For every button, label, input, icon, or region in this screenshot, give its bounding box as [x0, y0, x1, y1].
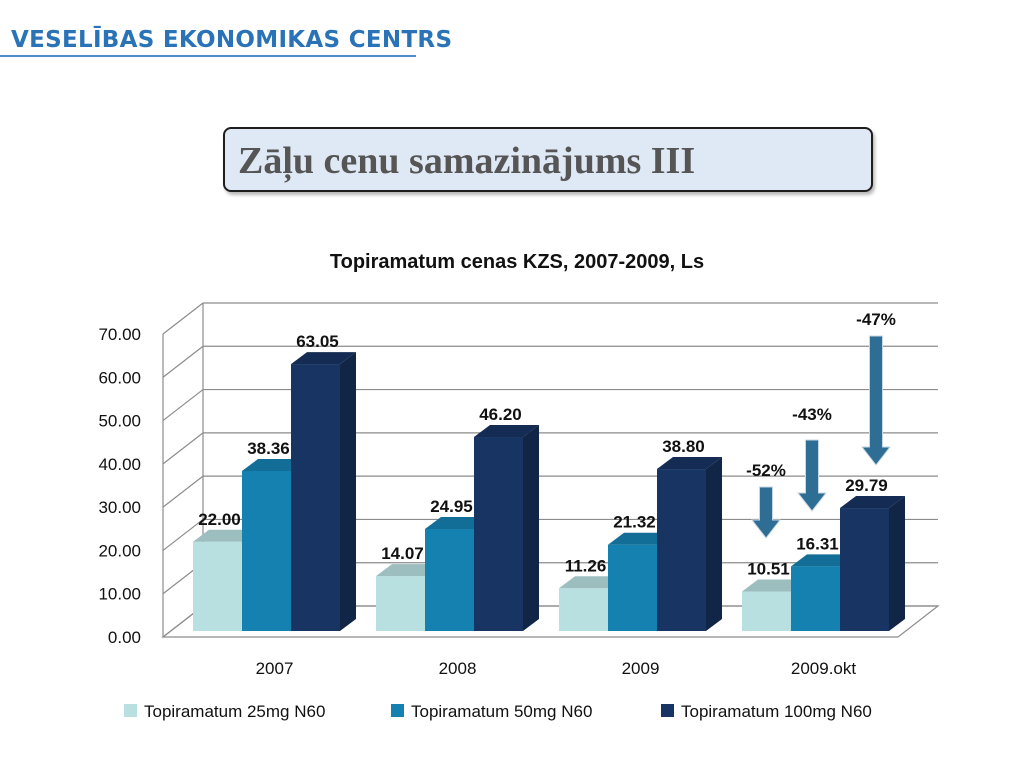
data-label: 29.79 [845, 476, 888, 495]
chart-title: Topiramatum cenas KZS, 2007-2009, Ls [330, 251, 704, 273]
gridline-depth [162, 432, 204, 465]
y-tick-label: 0.00 [108, 628, 141, 647]
bar-top [657, 457, 722, 470]
bar [608, 544, 657, 631]
reduction-label: -52% [746, 461, 786, 480]
bar-side [889, 496, 905, 631]
legend-label: Topiramatum 25mg N60 [144, 702, 325, 721]
gridline-depth [162, 475, 204, 508]
y-tick-label: 20.00 [98, 541, 141, 560]
bar [840, 508, 889, 631]
bar-top [291, 352, 356, 365]
data-label: 46.20 [479, 405, 522, 424]
legend-label: Topiramatum 50mg N60 [411, 702, 592, 721]
x-tick-label: 2007 [256, 659, 294, 678]
bar [376, 576, 425, 631]
legend-label: Topiramatum 100mg N60 [681, 702, 872, 721]
reduction-arrow [860, 335, 892, 466]
bar [242, 470, 291, 631]
data-label: 38.80 [662, 437, 705, 456]
gridline-depth [162, 302, 204, 335]
bar [559, 588, 608, 631]
bar [291, 364, 340, 631]
bar [791, 566, 840, 631]
brand-underline [0, 55, 416, 57]
gridline-depth [162, 345, 204, 378]
reduction-arrow [750, 486, 782, 539]
legend-swatch [661, 704, 674, 717]
y-tick-label: 70.00 [98, 325, 141, 344]
bar-side [340, 352, 356, 631]
y-tick-label: 40.00 [98, 455, 141, 474]
reduction-arrow [796, 439, 828, 512]
y-tick-label: 30.00 [98, 498, 141, 517]
bar-side [523, 425, 539, 631]
y-tick-label: 50.00 [98, 412, 141, 431]
data-label: 24.95 [430, 497, 473, 516]
bar-top [791, 554, 856, 567]
bar-top [474, 425, 539, 438]
bar-top [742, 579, 807, 592]
legend-swatch [124, 704, 137, 717]
bar [742, 591, 791, 631]
gridline-depth [162, 389, 204, 422]
data-label: 63.05 [296, 332, 339, 351]
data-label: 21.32 [613, 513, 656, 532]
reduction-label: -43% [792, 405, 832, 424]
chart-floor [161, 605, 940, 638]
legend-swatch [391, 704, 404, 717]
data-label: 16.31 [796, 534, 839, 553]
bar-top [376, 564, 441, 577]
bar [474, 437, 523, 631]
bar-top [559, 576, 624, 589]
x-tick-label: 2008 [439, 659, 477, 678]
x-tick-label: 2009.okt [791, 659, 856, 678]
bar-top [840, 496, 905, 509]
bar [193, 541, 242, 631]
bar [425, 529, 474, 631]
bar-side [706, 457, 722, 631]
y-tick-label: 10.00 [98, 585, 141, 604]
bar-top [425, 517, 490, 530]
data-label: 11.26 [565, 556, 607, 575]
slide-title: Zāļu cenu samazinājums III [238, 140, 696, 182]
gridline-depth [162, 518, 204, 551]
bar-top [608, 532, 673, 545]
x-tick-label: 2009 [622, 659, 660, 678]
y-tick-label: 60.00 [98, 368, 141, 387]
data-label: 22.00 [198, 510, 241, 529]
slide-title-box: Zāļu cenu samazinājums III [223, 127, 873, 192]
bar [657, 469, 706, 631]
data-label: 10.51 [747, 560, 790, 579]
bar-top [193, 529, 258, 542]
bar-top [242, 458, 307, 471]
data-label: 38.36 [247, 439, 290, 458]
data-label: 14.07 [381, 544, 424, 563]
reduction-label: -47% [856, 310, 896, 329]
brand-logo-text: VESELĪBAS EKONOMIKAS CENTRS [11, 27, 453, 53]
